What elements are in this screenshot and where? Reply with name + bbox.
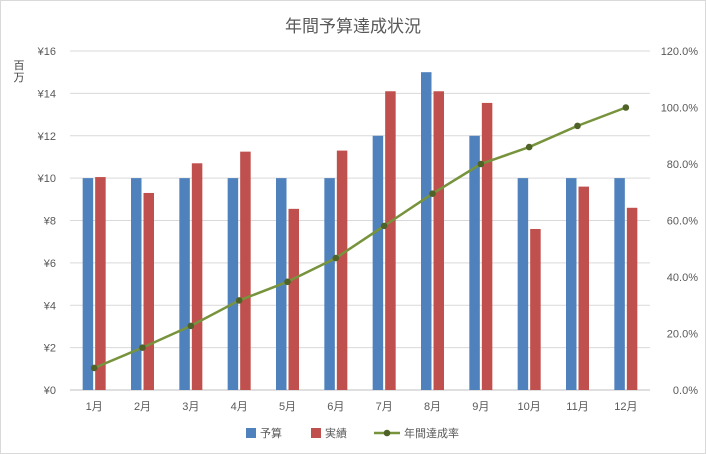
x-tick-label: 2月 <box>134 401 151 413</box>
bar-budget <box>517 178 529 390</box>
x-tick-label: 10月 <box>518 401 541 413</box>
achievement-rate-marker <box>235 297 243 304</box>
legend-label: 年間達成率 <box>404 426 459 440</box>
y-right-tick-label: 80.0% <box>667 159 698 171</box>
bar-actual <box>626 207 638 390</box>
bar-budget <box>82 178 94 390</box>
x-tick-label: 4月 <box>231 401 248 413</box>
legend-swatch <box>246 428 256 438</box>
bar-actual <box>143 192 154 390</box>
x-tick-label: 5月 <box>279 401 296 413</box>
bar-budget <box>469 135 480 390</box>
bar-actual <box>481 102 493 391</box>
bar-budget <box>566 178 577 390</box>
chart-title: 年間予算達成状況 <box>285 17 421 37</box>
achievement-rate-marker <box>477 160 485 168</box>
y-left-tick-label: ¥2 <box>43 343 56 355</box>
legend-label: 予算 <box>260 426 282 440</box>
y-left-tick-label: ¥12 <box>37 131 56 143</box>
y-left-tick-label: ¥6 <box>43 258 56 270</box>
achievement-rate-marker <box>332 254 340 262</box>
bar-actual <box>336 150 348 390</box>
y-right-tick-label: 100.0% <box>661 103 699 115</box>
y-right-tick-label: 60.0% <box>667 216 698 228</box>
y-left-tick-label: ¥10 <box>37 173 56 185</box>
bar-actual <box>385 91 396 390</box>
bar-budget <box>179 178 190 390</box>
achievement-rate-marker <box>525 143 533 151</box>
y-right-tick-label: 20.0% <box>667 329 698 341</box>
x-tick-label: 12月 <box>614 401 637 413</box>
bar-budget <box>131 178 142 390</box>
achievement-rate-marker <box>429 190 436 197</box>
y-right-tick-label: 0.0% <box>673 385 698 397</box>
x-tick-label: 6月 <box>327 401 344 413</box>
x-tick-label: 1月 <box>86 401 103 413</box>
y-left-tick-label: ¥0 <box>43 385 56 397</box>
x-tick-label: 11月 <box>566 401 588 413</box>
bar-actual <box>240 151 251 390</box>
y-left-tick-label: ¥14 <box>37 88 56 100</box>
achievement-rate-marker <box>574 122 581 130</box>
bar-actual <box>95 177 106 390</box>
bar-budget <box>324 178 335 390</box>
bar-budget <box>614 178 625 390</box>
achievement-rate-marker <box>90 364 98 372</box>
y-axis-unit-label: 百万 <box>13 59 25 84</box>
x-tick-label: 8月 <box>424 401 441 413</box>
bar-budget <box>227 178 239 390</box>
legend-marker-swatch <box>383 429 391 437</box>
x-tick-label: 7月 <box>376 401 393 413</box>
achievement-rate-marker <box>622 104 630 111</box>
y-right-tick-label: 120.0% <box>661 46 699 58</box>
achievement-rate-marker <box>380 222 388 230</box>
achievement-rate-line <box>93 106 627 370</box>
achievement-rate-marker <box>139 344 146 351</box>
bar-actual <box>191 163 203 390</box>
bar-actual <box>578 186 589 390</box>
achievement-rate-marker <box>187 322 195 330</box>
bar-budget <box>372 135 384 390</box>
x-tick-label: 9月 <box>472 401 489 413</box>
legend-swatch <box>311 428 321 438</box>
y-left-tick-label: ¥4 <box>43 300 56 312</box>
bar-actual <box>288 208 299 390</box>
bar-budget <box>421 72 432 390</box>
x-tick-label: 3月 <box>182 401 199 413</box>
achievement-rate-marker <box>284 278 291 286</box>
y-left-tick-label: ¥16 <box>37 46 56 58</box>
y-right-tick-label: 40.0% <box>667 272 698 284</box>
legend-label: 実績 <box>325 426 347 440</box>
bar-actual <box>530 228 541 390</box>
bar-actual <box>433 91 444 390</box>
y-left-tick-label: ¥8 <box>43 216 56 228</box>
